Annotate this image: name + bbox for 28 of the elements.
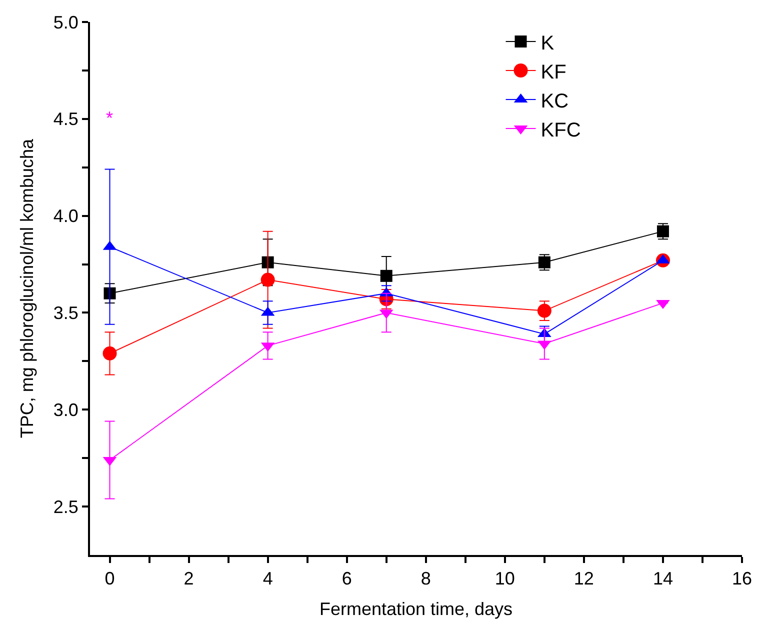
x-tick-label: 16	[732, 568, 752, 589]
y-tick-label: 4.0	[53, 206, 78, 226]
x-tick-label: 6	[342, 568, 352, 589]
y-axis-title: TPC, mg phloroglucinol/ml kombucha	[17, 138, 38, 438]
legend-label: KF	[540, 61, 566, 84]
x-tick-label: 8	[420, 568, 431, 589]
y-tick-label: 4.5	[53, 109, 78, 130]
x-tick-label: 12	[574, 568, 594, 589]
x-tick-label: 10	[494, 568, 515, 589]
point	[102, 346, 117, 360]
x-tick-label: 4	[262, 568, 273, 589]
point	[537, 304, 552, 318]
y-tick-label: 5.0	[53, 12, 78, 32]
y-tick-label: 3.0	[53, 400, 78, 420]
y-tick-label: 2.5	[53, 496, 78, 517]
x-tick-label: 0	[104, 568, 115, 589]
point	[260, 272, 275, 287]
x-tick-label: 2	[184, 568, 194, 589]
point	[380, 270, 392, 282]
point	[262, 256, 274, 268]
x-tick-label: 14	[652, 568, 673, 589]
y-tick-label: 3.5	[53, 303, 78, 324]
legend-label: K	[540, 32, 555, 54]
annotation: *	[106, 108, 114, 128]
legend-label: KC	[540, 90, 569, 112]
legend-label: KFC	[540, 119, 581, 142]
point	[104, 287, 116, 300]
x-axis-title: Fermentation time, days	[319, 599, 513, 620]
